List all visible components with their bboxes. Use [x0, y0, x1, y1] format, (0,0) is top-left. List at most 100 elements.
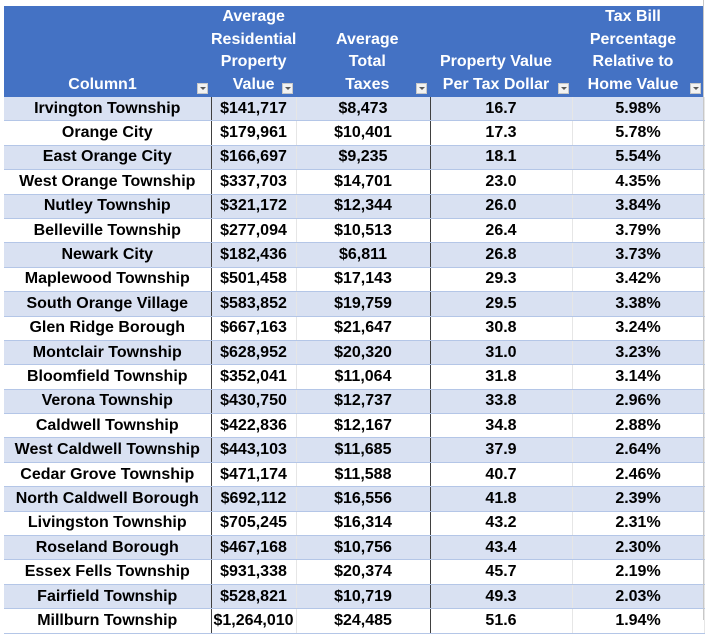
cell-municipality[interactable]: Millburn Township	[4, 608, 212, 634]
cell-value-per-tax-dollar[interactable]: 49.3	[430, 584, 573, 610]
cell-avg-total-taxes[interactable]: $10,756	[296, 535, 431, 561]
cell-value-per-tax-dollar[interactable]: 23.0	[430, 169, 573, 195]
cell-municipality[interactable]: Caldwell Township	[4, 413, 212, 439]
filter-dropdown-icon[interactable]	[690, 83, 701, 94]
cell-municipality[interactable]: West Caldwell Township	[4, 437, 212, 463]
cell-avg-total-taxes[interactable]: $9,235	[296, 145, 431, 171]
cell-avg-total-taxes[interactable]: $12,737	[296, 389, 431, 415]
cell-municipality[interactable]: Orange City	[4, 120, 212, 146]
cell-avg-total-taxes[interactable]: $16,556	[296, 486, 431, 512]
cell-avg-property-value[interactable]: $471,174	[211, 462, 297, 488]
cell-avg-property-value[interactable]: $179,961	[211, 120, 297, 146]
cell-municipality[interactable]: Verona Township	[4, 389, 212, 415]
cell-tax-bill-percentage[interactable]: 2.64%	[572, 437, 705, 463]
cell-avg-total-taxes[interactable]: $19,759	[296, 291, 431, 317]
cell-avg-total-taxes[interactable]: $12,344	[296, 194, 431, 219]
cell-avg-property-value[interactable]: $583,852	[211, 291, 297, 317]
cell-municipality[interactable]: Irvington Township	[4, 97, 212, 122]
cell-value-per-tax-dollar[interactable]: 29.5	[430, 291, 573, 317]
filter-dropdown-icon[interactable]	[416, 83, 427, 94]
cell-municipality[interactable]: Essex Fells Township	[4, 559, 212, 585]
cell-tax-bill-percentage[interactable]: 2.31%	[572, 511, 705, 537]
cell-municipality[interactable]: Newark City	[4, 242, 212, 268]
cell-value-per-tax-dollar[interactable]: 51.6	[430, 608, 573, 634]
cell-tax-bill-percentage[interactable]: 2.19%	[572, 559, 705, 585]
cell-value-per-tax-dollar[interactable]: 31.0	[430, 340, 573, 366]
cell-municipality[interactable]: Glen Ridge Borough	[4, 316, 212, 341]
cell-avg-total-taxes[interactable]: $16,314	[296, 511, 431, 537]
cell-municipality[interactable]: Cedar Grove Township	[4, 462, 212, 488]
cell-municipality[interactable]: West Orange Township	[4, 169, 212, 195]
cell-value-per-tax-dollar[interactable]: 26.0	[430, 194, 573, 219]
cell-avg-total-taxes[interactable]: $14,701	[296, 169, 431, 195]
cell-avg-property-value[interactable]: $501,458	[211, 267, 297, 293]
cell-value-per-tax-dollar[interactable]: 29.3	[430, 267, 573, 293]
cell-municipality[interactable]: Bloomfield Township	[4, 364, 212, 390]
cell-tax-bill-percentage[interactable]: 2.39%	[572, 486, 705, 512]
cell-avg-total-taxes[interactable]: $21,647	[296, 316, 431, 341]
filter-dropdown-icon[interactable]	[197, 83, 208, 94]
cell-value-per-tax-dollar[interactable]: 41.8	[430, 486, 573, 512]
cell-value-per-tax-dollar[interactable]: 43.4	[430, 535, 573, 561]
cell-avg-property-value[interactable]: $430,750	[211, 389, 297, 415]
cell-tax-bill-percentage[interactable]: 5.54%	[572, 145, 705, 171]
cell-avg-total-taxes[interactable]: $10,513	[296, 218, 431, 244]
cell-tax-bill-percentage[interactable]: 2.03%	[572, 584, 705, 610]
cell-municipality[interactable]: Fairfield Township	[4, 584, 212, 610]
cell-value-per-tax-dollar[interactable]: 33.8	[430, 389, 573, 415]
cell-avg-property-value[interactable]: $166,697	[211, 145, 297, 171]
cell-avg-total-taxes[interactable]: $11,685	[296, 437, 431, 463]
cell-tax-bill-percentage[interactable]: 3.24%	[572, 316, 705, 341]
cell-avg-property-value[interactable]: $667,163	[211, 316, 297, 341]
cell-tax-bill-percentage[interactable]: 3.38%	[572, 291, 705, 317]
cell-municipality[interactable]: Nutley Township	[4, 194, 212, 219]
cell-avg-property-value[interactable]: $1,264,010	[211, 608, 297, 634]
cell-value-per-tax-dollar[interactable]: 16.7	[430, 97, 573, 122]
cell-value-per-tax-dollar[interactable]: 45.7	[430, 559, 573, 585]
cell-tax-bill-percentage[interactable]: 3.23%	[572, 340, 705, 366]
cell-avg-property-value[interactable]: $628,952	[211, 340, 297, 366]
cell-avg-total-taxes[interactable]: $8,473	[296, 97, 431, 122]
cell-avg-property-value[interactable]: $141,717	[211, 97, 297, 122]
cell-avg-property-value[interactable]: $692,112	[211, 486, 297, 512]
filter-dropdown-icon[interactable]	[558, 83, 569, 94]
cell-tax-bill-percentage[interactable]: 3.79%	[572, 218, 705, 244]
cell-avg-total-taxes[interactable]: $20,374	[296, 559, 431, 585]
cell-value-per-tax-dollar[interactable]: 31.8	[430, 364, 573, 390]
cell-avg-property-value[interactable]: $705,245	[211, 511, 297, 537]
cell-avg-total-taxes[interactable]: $12,167	[296, 413, 431, 439]
cell-avg-total-taxes[interactable]: $20,320	[296, 340, 431, 366]
cell-value-per-tax-dollar[interactable]: 43.2	[430, 511, 573, 537]
cell-avg-total-taxes[interactable]: $10,719	[296, 584, 431, 610]
cell-tax-bill-percentage[interactable]: 2.88%	[572, 413, 705, 439]
cell-avg-property-value[interactable]: $443,103	[211, 437, 297, 463]
cell-avg-property-value[interactable]: $467,168	[211, 535, 297, 561]
cell-avg-property-value[interactable]: $277,094	[211, 218, 297, 244]
cell-tax-bill-percentage[interactable]: 1.94%	[572, 608, 705, 634]
cell-tax-bill-percentage[interactable]: 3.73%	[572, 242, 705, 268]
cell-avg-property-value[interactable]: $337,703	[211, 169, 297, 195]
cell-municipality[interactable]: Maplewood Township	[4, 267, 212, 293]
cell-value-per-tax-dollar[interactable]: 18.1	[430, 145, 573, 171]
cell-tax-bill-percentage[interactable]: 5.98%	[572, 97, 705, 122]
cell-avg-total-taxes[interactable]: $11,064	[296, 364, 431, 390]
cell-tax-bill-percentage[interactable]: 2.96%	[572, 389, 705, 415]
cell-tax-bill-percentage[interactable]: 3.14%	[572, 364, 705, 390]
cell-avg-total-taxes[interactable]: $11,588	[296, 462, 431, 488]
cell-tax-bill-percentage[interactable]: 4.35%	[572, 169, 705, 195]
cell-value-per-tax-dollar[interactable]: 37.9	[430, 437, 573, 463]
cell-avg-total-taxes[interactable]: $6,811	[296, 242, 431, 268]
cell-avg-total-taxes[interactable]: $24,485	[296, 608, 431, 634]
cell-avg-property-value[interactable]: $931,338	[211, 559, 297, 585]
cell-municipality[interactable]: Livingston Township	[4, 511, 212, 537]
cell-avg-property-value[interactable]: $321,172	[211, 194, 297, 219]
cell-avg-property-value[interactable]: $528,821	[211, 584, 297, 610]
cell-value-per-tax-dollar[interactable]: 17.3	[430, 120, 573, 146]
cell-value-per-tax-dollar[interactable]: 26.8	[430, 242, 573, 268]
cell-tax-bill-percentage[interactable]: 3.42%	[572, 267, 705, 293]
filter-dropdown-icon[interactable]	[282, 83, 293, 94]
cell-municipality[interactable]: North Caldwell Borough	[4, 486, 212, 512]
cell-tax-bill-percentage[interactable]: 5.78%	[572, 120, 705, 146]
cell-municipality[interactable]: Roseland Borough	[4, 535, 212, 561]
cell-value-per-tax-dollar[interactable]: 34.8	[430, 413, 573, 439]
